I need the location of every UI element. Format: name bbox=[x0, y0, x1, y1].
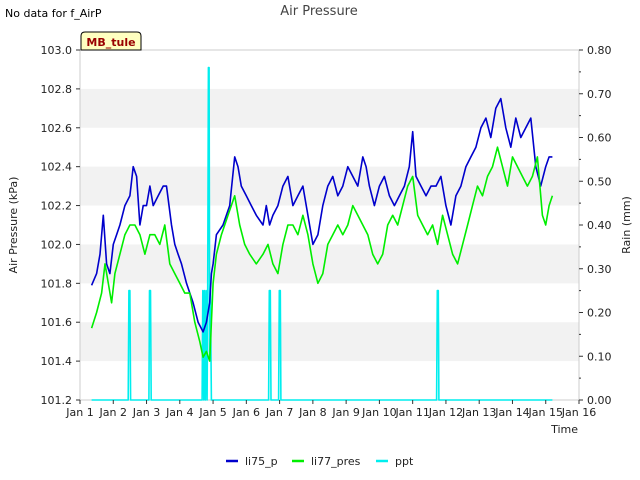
y2-tick-label: 0.30 bbox=[587, 263, 612, 276]
x-tick-label: Jan 16 bbox=[561, 406, 596, 419]
series-line-li77-pres bbox=[90, 146, 554, 362]
y-tick-label: 101.2 bbox=[41, 394, 73, 407]
y2-axis-label: Rain (mm) bbox=[620, 196, 633, 254]
x-tick-label: Jan 10 bbox=[361, 406, 396, 419]
x-tick-label: Jan 9 bbox=[331, 406, 359, 419]
station-label: MB_tule bbox=[86, 36, 135, 49]
station-label-box: MB_tule bbox=[80, 31, 142, 51]
x-axis-ticks: Jan 1 Jan 2 Jan 3 Jan 4 Jan 5 Jan 6 Jan 7 Jan 8… bbox=[65, 400, 596, 419]
grid-band bbox=[80, 322, 579, 362]
x-tick-label: Jan 6 bbox=[232, 406, 260, 419]
y2-tick-label: 0.60 bbox=[587, 132, 612, 145]
x-tick-label: Jan 7 bbox=[265, 406, 293, 419]
y-tick-label: 102.4 bbox=[41, 161, 73, 174]
legend: li75_p li77_pres ppt bbox=[226, 455, 414, 468]
legend-label: li75_p bbox=[245, 455, 278, 468]
y2-tick-label: 0.40 bbox=[587, 219, 612, 232]
series-layer bbox=[90, 66, 554, 401]
legend-label: li77_pres bbox=[311, 455, 361, 468]
y-axis-ticks: 101.2 101.4 101.6 101.8 102.0 102.2 102.4 102.6… bbox=[41, 44, 80, 407]
x-tick-label: Jan 15 bbox=[528, 406, 563, 419]
y-tick-label: 102.0 bbox=[41, 238, 73, 251]
series-line-ppt bbox=[91, 66, 553, 401]
grid-bands bbox=[80, 88, 579, 362]
y2-tick-label: 0.00 bbox=[587, 394, 612, 407]
y2-tick-label: 0.10 bbox=[587, 350, 612, 363]
no-data-note: No data for f_AirP bbox=[5, 7, 102, 20]
x-tick-label: Jan 12 bbox=[428, 406, 463, 419]
x-tick-label: Jan 1 bbox=[65, 406, 93, 419]
x-tick-label: Jan 13 bbox=[461, 406, 496, 419]
x-tick-label: Jan 4 bbox=[165, 406, 193, 419]
legend-label: ppt bbox=[395, 455, 414, 468]
series-line-li75-p bbox=[90, 97, 553, 333]
x-tick-label: Jan 2 bbox=[99, 406, 127, 419]
x-tick-label: Jan 14 bbox=[494, 406, 529, 419]
y-tick-label: 102.2 bbox=[41, 200, 73, 213]
x-tick-label: Jan 8 bbox=[298, 406, 326, 419]
y-tick-label: 102.8 bbox=[41, 83, 73, 96]
y2-tick-label: 0.50 bbox=[587, 175, 612, 188]
y-tick-label: 103.0 bbox=[41, 44, 73, 57]
x-tick-label: Jan 5 bbox=[198, 406, 226, 419]
y-tick-label: 101.4 bbox=[41, 355, 73, 368]
y-axis-label: Air Pressure (kPa) bbox=[7, 177, 20, 274]
x-tick-label: Jan 3 bbox=[132, 406, 160, 419]
y2-tick-label: 0.80 bbox=[587, 44, 612, 57]
y2-tick-label: 0.20 bbox=[587, 307, 612, 320]
y-tick-label: 101.6 bbox=[41, 316, 73, 329]
grid-band bbox=[80, 244, 579, 284]
y2-axis-ticks: 0.00 0.10 0.20 0.30 0.40 0.50 0.60 0.70 0.80 bbox=[579, 44, 612, 407]
chart-title: Air Pressure bbox=[280, 4, 358, 19]
x-axis-label: Time bbox=[550, 423, 578, 436]
y-tick-label: 101.8 bbox=[41, 277, 73, 290]
x-tick-label: Jan 11 bbox=[394, 406, 429, 419]
y-tick-label: 102.6 bbox=[41, 122, 73, 135]
y2-tick-label: 0.70 bbox=[587, 88, 612, 101]
